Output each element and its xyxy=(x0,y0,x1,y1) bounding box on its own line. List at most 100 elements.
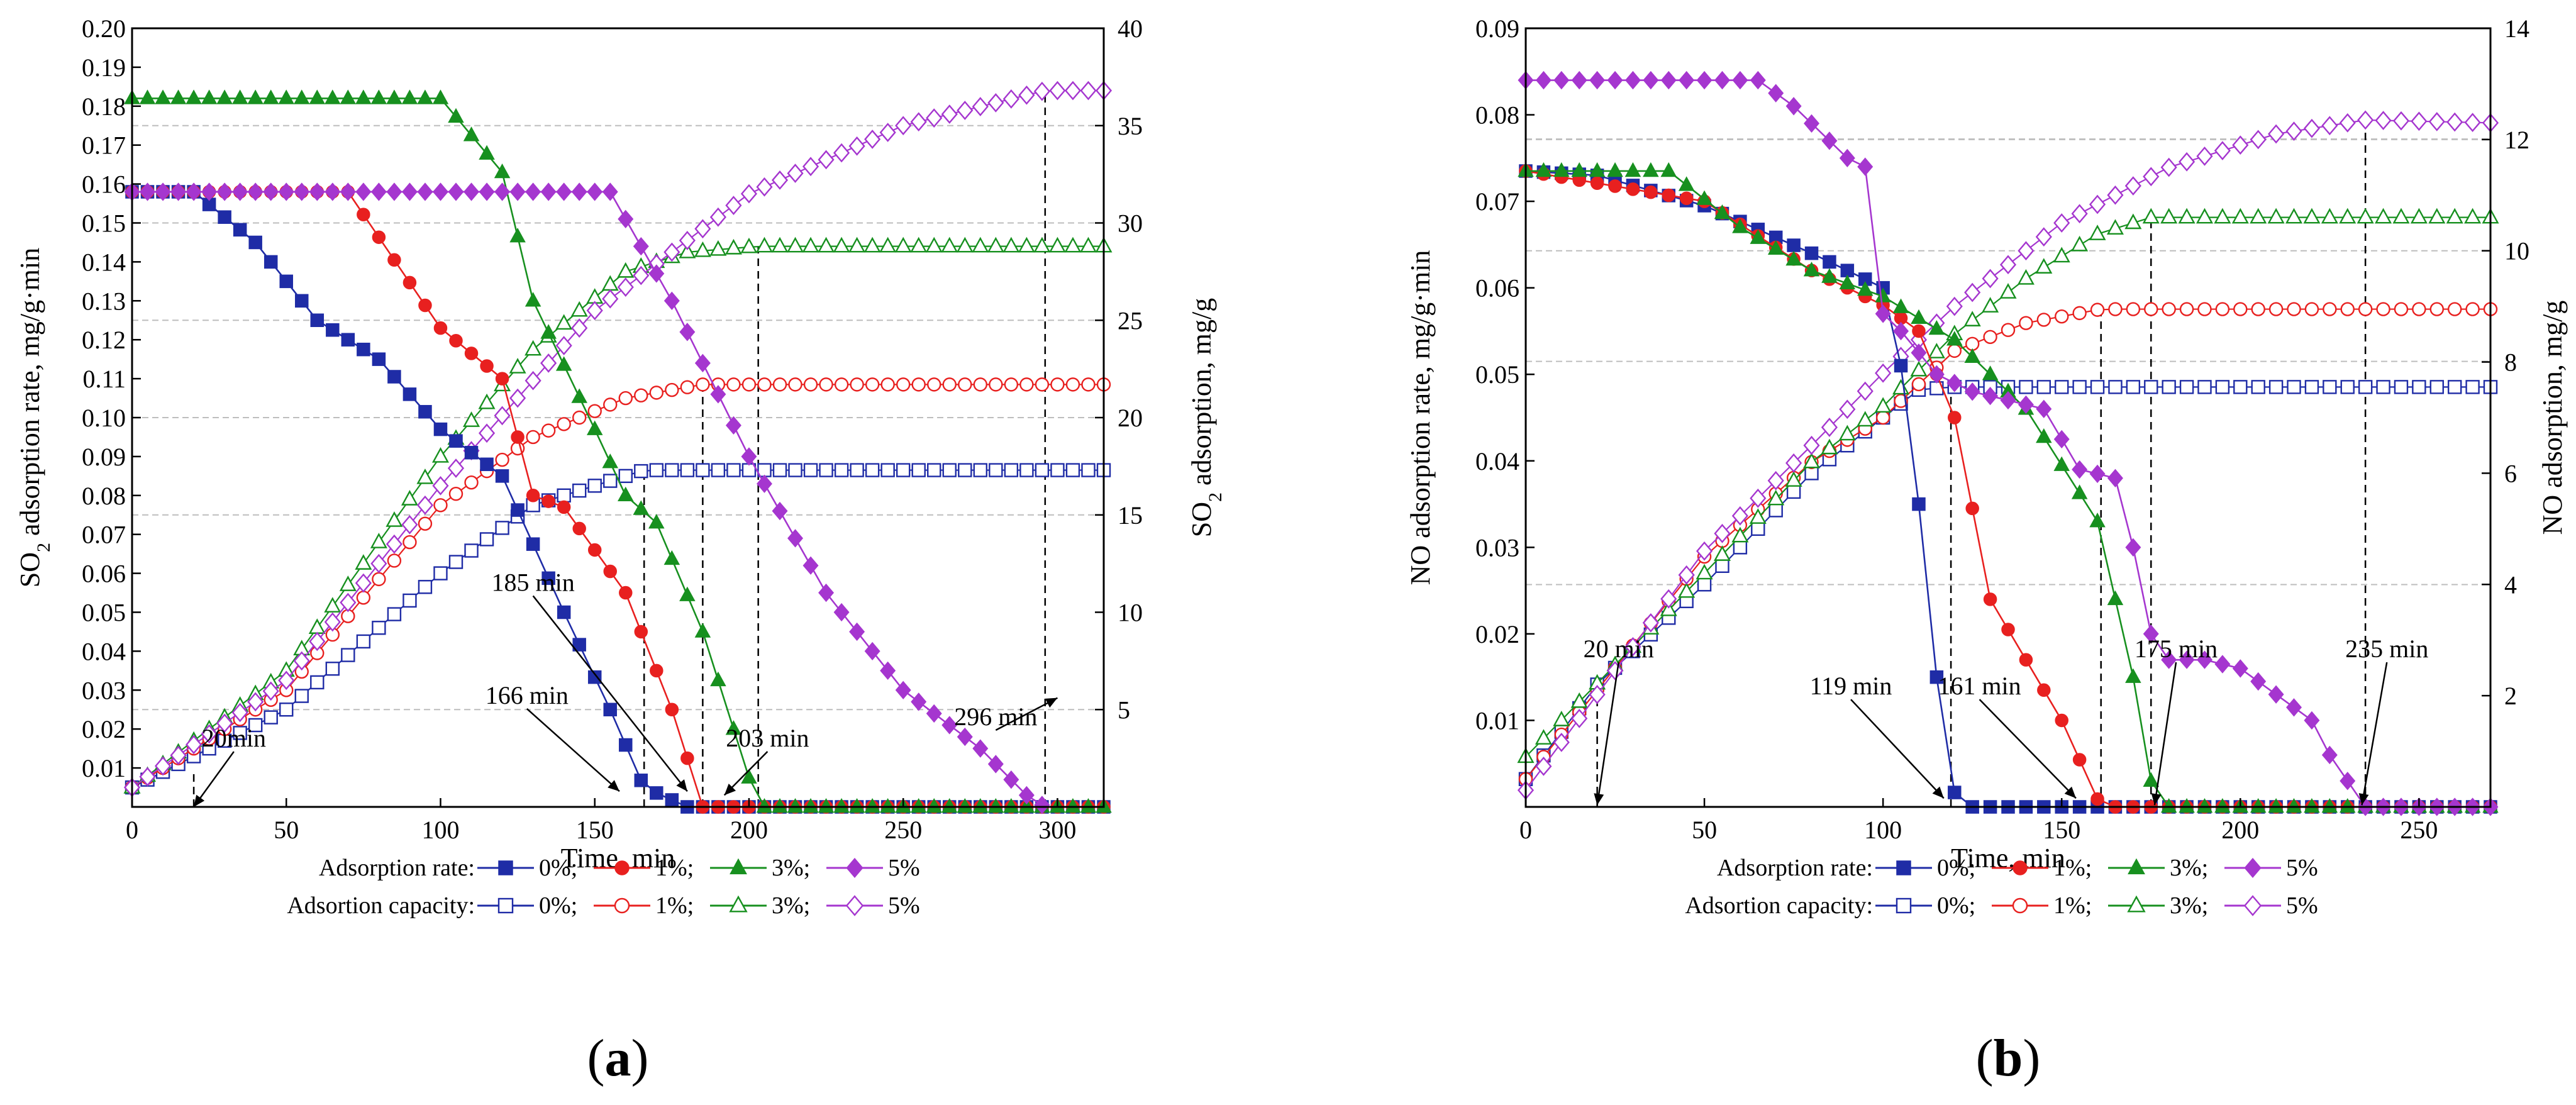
capacity-point xyxy=(1642,613,1659,633)
rate-point xyxy=(340,89,357,104)
capacity-point xyxy=(1821,438,1838,455)
rate-point xyxy=(495,469,509,483)
rate-point xyxy=(294,182,310,201)
capacity-point xyxy=(2178,152,2196,172)
capacity-point xyxy=(925,236,943,253)
y-left-tick-label: 0.04 xyxy=(82,637,126,665)
rate-point xyxy=(1589,162,1606,177)
capacity-point xyxy=(694,241,711,257)
rate-point xyxy=(401,89,418,104)
capacity-point xyxy=(617,277,634,297)
capacity-point xyxy=(803,377,818,392)
rate-point xyxy=(1821,131,1838,150)
rate-point xyxy=(2143,772,2160,787)
capacity-point xyxy=(2162,302,2176,316)
y-axis-right-title: NO adsorption, mg/g xyxy=(2537,301,2568,535)
capacity-point xyxy=(895,116,912,136)
capacity-point xyxy=(1553,711,1570,726)
capacity-point xyxy=(1050,377,1065,392)
rate-point xyxy=(511,503,525,517)
capacity-point xyxy=(402,535,417,550)
rate-point xyxy=(216,182,233,201)
rate-point xyxy=(1929,670,1944,684)
capacity-point xyxy=(293,651,310,671)
y-left-tick-label: 0.15 xyxy=(82,209,126,238)
capacity-point xyxy=(2375,208,2392,224)
capacity-point xyxy=(633,265,650,286)
y-axis-left-title-subscript: 2 xyxy=(33,543,54,552)
capacity-point xyxy=(479,532,494,547)
capacity-point xyxy=(1018,85,1035,105)
rate-point xyxy=(648,264,665,283)
capacity-point xyxy=(495,521,509,535)
capacity-point xyxy=(848,136,865,156)
capacity-point xyxy=(910,236,928,253)
rate-point xyxy=(140,182,156,201)
rate-point xyxy=(2179,650,2195,669)
capacity-point xyxy=(2090,303,2105,317)
capacity-point xyxy=(540,353,557,373)
capacity-point xyxy=(756,177,773,197)
annotation-arrow xyxy=(2361,662,2388,806)
capacity-point xyxy=(709,240,727,256)
y-axis-right-title-part: NO adsorption, mg/g xyxy=(2537,301,2568,535)
y-axis-right: 5 10 15 20 25 30 35 40 xyxy=(1095,14,1143,724)
capacity-point xyxy=(2358,380,2373,394)
capacity-point xyxy=(262,681,279,701)
y-left-tick-label: 0.01 xyxy=(82,754,126,782)
rate-point xyxy=(540,324,557,339)
capacity-point xyxy=(2232,135,2249,155)
rate-point xyxy=(2037,683,2051,697)
rate-point xyxy=(1948,411,1962,425)
y-left-tick-label: 0.04 xyxy=(1475,447,1519,475)
capacity-point xyxy=(2268,302,2284,316)
rate-point xyxy=(309,182,325,201)
y-left-tick-label: 0.13 xyxy=(82,287,126,315)
rate-point xyxy=(2072,753,2087,767)
capacity-point xyxy=(186,735,203,755)
capacity-point xyxy=(541,423,556,438)
capacity-point xyxy=(2035,258,2053,274)
capacity-point xyxy=(833,236,850,253)
capacity-point xyxy=(310,675,325,690)
annotation-arrowhead xyxy=(2151,793,2162,806)
rate-point xyxy=(1894,358,1908,373)
annotation-arrow xyxy=(526,708,620,792)
capacity-point xyxy=(696,377,710,392)
rate-point xyxy=(2339,797,2356,813)
rate-point xyxy=(464,445,479,460)
y-right-tick-label: 4 xyxy=(2504,570,2517,599)
capacity-point xyxy=(2412,380,2426,394)
rate-point xyxy=(155,182,171,201)
x-tick-label: 200 xyxy=(2221,816,2259,844)
capacity-point xyxy=(2428,208,2446,224)
rate-point xyxy=(1839,148,1855,167)
capacity-point xyxy=(433,498,448,513)
capacity-point xyxy=(571,318,588,338)
capacity-point xyxy=(1049,81,1066,101)
capacity-point xyxy=(1019,463,1034,477)
capacity-point xyxy=(724,238,742,255)
rate-point xyxy=(2250,672,2267,691)
y-left-tick-label: 0.07 xyxy=(1475,187,1519,216)
rate-point xyxy=(1768,84,1784,103)
capacity-point xyxy=(2017,269,2035,285)
capacity-point xyxy=(2108,380,2123,394)
rate-point xyxy=(2286,698,2302,717)
rate-point xyxy=(603,564,617,579)
rate-point xyxy=(1535,162,1552,177)
annotation-label: 166 min xyxy=(486,681,569,709)
capacity-point xyxy=(1535,729,1552,745)
capacity-point xyxy=(1894,394,1908,408)
capacity-point xyxy=(1750,488,1767,508)
rate-point xyxy=(247,182,264,201)
rate-point xyxy=(772,797,788,813)
annotation-arrowhead xyxy=(1932,786,1944,799)
rate-point xyxy=(1787,238,1801,252)
capacity-point xyxy=(880,377,895,392)
rate-point xyxy=(1767,240,1784,255)
capacity-point xyxy=(1660,589,1677,609)
capacity-point xyxy=(680,463,695,477)
legend-marker xyxy=(498,860,513,875)
rate-point xyxy=(802,556,819,575)
